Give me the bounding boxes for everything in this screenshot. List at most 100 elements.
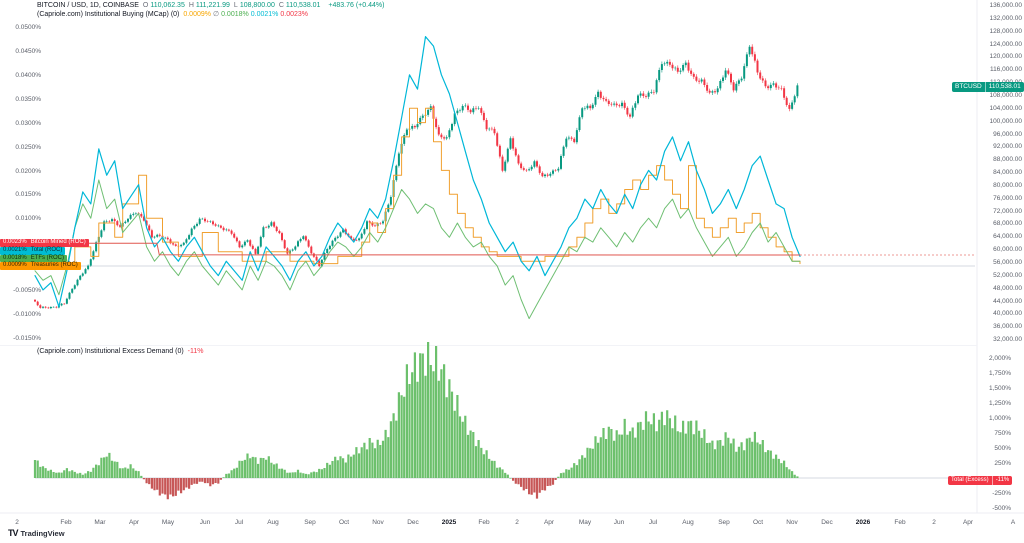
time-axis-label: Apr [962, 519, 974, 526]
price-axis-label: 32,000.00 [993, 336, 1022, 343]
series-value: 0.0021% [3, 247, 27, 253]
indicator-excess-value: -11% [187, 348, 204, 355]
price-axis-label: 92,000.00 [993, 143, 1022, 151]
price-axis-label: 116,000.00 [989, 66, 1022, 74]
time-axis-label: Dec [407, 519, 419, 526]
badge-excess-value: -11% [991, 476, 1013, 485]
excess-axis-label: 750% [994, 430, 1011, 437]
time-axis-label: Feb [478, 519, 490, 526]
time-axis-label: A [1010, 519, 1016, 526]
time-axis-label: Apr [128, 519, 140, 526]
candle-bodies-up [42, 46, 799, 309]
series-value: 0.0018% [3, 254, 27, 261]
candle-bodies-down [34, 46, 791, 309]
ohlc-key: C [278, 2, 284, 9]
price-axis-label: 96,000.00 [993, 130, 1022, 138]
symbol-title[interactable]: BITCOIN / USD, 1D, COINBASE [37, 2, 139, 9]
change-value: +483.76 (+0.44%) [328, 2, 385, 9]
pct-axis-label: 0.0100% [15, 215, 41, 222]
price-axis-label: 60,000.00 [993, 246, 1022, 254]
time-axis-label: Sep [718, 519, 730, 526]
series-name: ETFs (ROC) [30, 254, 65, 261]
time-axis-label: May [578, 519, 592, 526]
ohlc-h: H 111,221.99 [189, 2, 232, 9]
candle-wicks-down [34, 44, 790, 309]
ohlc-o: O 110,062.35 [143, 2, 187, 9]
excess-demand-bars-negative [142, 478, 557, 500]
pct-axis-label: -0.0050% [13, 287, 41, 294]
etfs-roc-line [34, 179, 801, 320]
indicator-buying-row[interactable]: (Capriole.com) Institutional Buying (MCa… [37, 10, 312, 18]
price-axis-label: 108,000.00 [989, 91, 1022, 99]
ohlc-key: O [142, 2, 149, 9]
price-axis-label: 44,000.00 [993, 297, 1022, 305]
indicator-excess-row[interactable]: (Capriole.com) Institutional Excess Dema… [37, 348, 205, 355]
series-value-label: 0.0009% Treasuries (ROC) [0, 262, 81, 270]
indicator-excess-title[interactable]: (Capriole.com) Institutional Excess Dema… [37, 348, 184, 355]
price-axis-label: 48,000.00 [993, 284, 1022, 292]
price-axis-label: 68,000.00 [993, 220, 1022, 228]
time-axis-label: Sep [304, 519, 316, 526]
series-name: Bitcoin Mined (ROC) [30, 239, 86, 245]
time-axis-label: Dec [821, 519, 833, 526]
price-axis-label: 56,000.00 [993, 258, 1022, 266]
time-axis-label: Feb [60, 519, 72, 526]
time-axis-label: 2 [15, 519, 19, 526]
time-axis-label: Nov [786, 519, 798, 526]
time-axis-label: Feb [894, 519, 906, 526]
ohlc-values: O 110,062.35 H 111,221.99 L 108,800.00 C 110,53… [143, 2, 325, 9]
time-axis-label: May [161, 519, 175, 526]
pct-axis-label: 0.0350% [15, 96, 41, 103]
price-axis-label: 36,000.00 [993, 323, 1022, 331]
pct-axis-label: 0.0300% [15, 120, 41, 127]
price-axis-label: 64,000.00 [993, 233, 1022, 241]
series-value-label: 0.0021% Total (ROC) [0, 247, 66, 255]
time-axis-label: Nov [372, 519, 384, 526]
time-axis-label: 2 [932, 519, 936, 526]
tradingview-logo-word: TradingView [20, 528, 65, 538]
indicator-value: 0.0021% [250, 11, 279, 18]
treasuries-roc-line [34, 107, 801, 266]
ohlc-key: L [233, 2, 238, 9]
series-value: 0.0009% [3, 262, 27, 268]
pct-axis-label: 0.0450% [15, 48, 41, 55]
excess-axis-label: 1,750% [988, 370, 1011, 377]
pct-axis-label: -0.0100% [13, 311, 41, 318]
time-axis-label: Jun [199, 519, 211, 526]
time-axis-label: Oct [752, 519, 764, 526]
ohlc-val: 108,800.00 [239, 2, 275, 9]
series-name: Treasuries (ROC) [30, 262, 78, 268]
pct-axis-label: 0.0500% [15, 24, 41, 31]
pct-axis-label: 0.0150% [15, 191, 41, 198]
time-axis-label: 2 [515, 519, 519, 526]
excess-value-badge: Total (Excess) -11% [948, 476, 1013, 485]
series-value-label: 0.0023% Bitcoin Mined (ROC) [0, 239, 89, 247]
excess-axis-label: 2,000% [988, 355, 1011, 362]
time-axis-label: Aug [267, 519, 279, 526]
badge-symbol: BTCUSD [955, 83, 982, 90]
time-axis-label: Jun [613, 519, 625, 526]
price-axis-label: 136,000.00 [989, 2, 1022, 9]
price-axis-label: 128,000.00 [989, 27, 1022, 35]
tradingview-logo[interactable]: TV TradingView [8, 528, 65, 538]
time-axis-label: Oct [338, 519, 350, 526]
excess-demand-bars-positive [33, 342, 799, 479]
total-roc-line [34, 36, 801, 308]
excess-axis-label: 250% [994, 460, 1011, 467]
indicator-buying-title[interactable]: (Capriole.com) Institutional Buying (MCa… [37, 11, 180, 18]
candle-wicks-up [42, 45, 798, 310]
series-value: 0.0023% [3, 239, 27, 245]
price-axis-label: 100,000.00 [989, 117, 1022, 125]
price-axis-label: 88,000.00 [993, 156, 1022, 164]
tradingview-logo-icon: TV [8, 528, 18, 538]
time-axis-label: 2025 [441, 519, 457, 526]
ohlc-val: 111,221.99 [195, 2, 230, 9]
badge-price: 110,538.01 [984, 82, 1024, 92]
series-value-label: 0.0018% ETFs (ROC) [0, 254, 68, 262]
price-axis-label: 104,000.00 [989, 104, 1022, 112]
bitcoin-mined-roc-line [34, 242, 801, 256]
symbol-ohlc-row[interactable]: BITCOIN / USD, 1D, COINBASE O 110,062.35 H… [37, 2, 386, 9]
last-price-badge: BTCUSD 110,538.01 [952, 82, 1024, 92]
